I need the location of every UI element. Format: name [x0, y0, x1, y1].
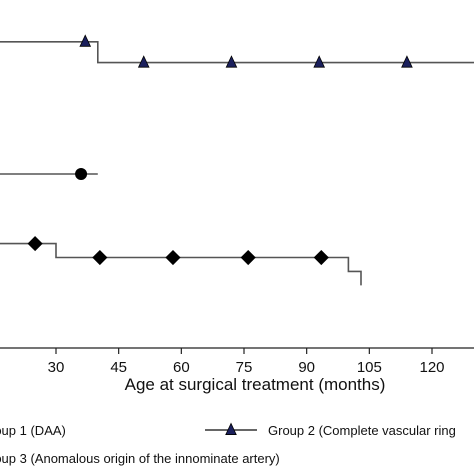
legend-key-marker-2	[225, 422, 237, 435]
series-2-marker-6	[401, 55, 413, 68]
x-tick-label-90: 90	[298, 359, 315, 376]
legend-label-1: roup 1 (DAA)	[0, 423, 66, 438]
x-tick-label-60: 60	[173, 359, 190, 376]
series-3-marker-5	[313, 249, 329, 266]
x-axis-title: Age at surgical treatment (months)	[125, 375, 386, 394]
x-tick-label-45: 45	[110, 359, 127, 376]
legend-label-2: Group 2 (Complete vascular ring	[268, 423, 456, 438]
series-3-marker-3	[165, 249, 181, 266]
series-1-marker-2	[75, 168, 88, 180]
plot-lines	[0, 41, 474, 286]
series-3-marker-2	[92, 249, 108, 266]
legend-label-3: roup 3 (Anomalous origin of the innomina…	[0, 451, 280, 466]
x-tick-label-75: 75	[236, 359, 253, 376]
series-line-2	[0, 41, 474, 64]
series-3-marker-1	[27, 236, 43, 252]
series-2-marker-3	[137, 55, 150, 68]
series-2-marker-5	[313, 55, 326, 68]
series-3-marker-4	[240, 249, 256, 266]
x-tick-label-30: 30	[48, 359, 65, 376]
x-tick-label-120: 120	[419, 359, 444, 376]
plot-markers	[27, 34, 413, 266]
x-axis-ticks: 30 45 60 75 90 105 120	[48, 348, 445, 376]
legend: roup 1 (DAA) Group 2 (Complete vascular r…	[0, 422, 456, 466]
series-line-3	[0, 242, 362, 286]
series-2-marker-2	[79, 34, 92, 47]
x-tick-label-105: 105	[357, 359, 382, 376]
series-2-marker-4	[225, 55, 238, 68]
series-line-1	[0, 173, 98, 175]
